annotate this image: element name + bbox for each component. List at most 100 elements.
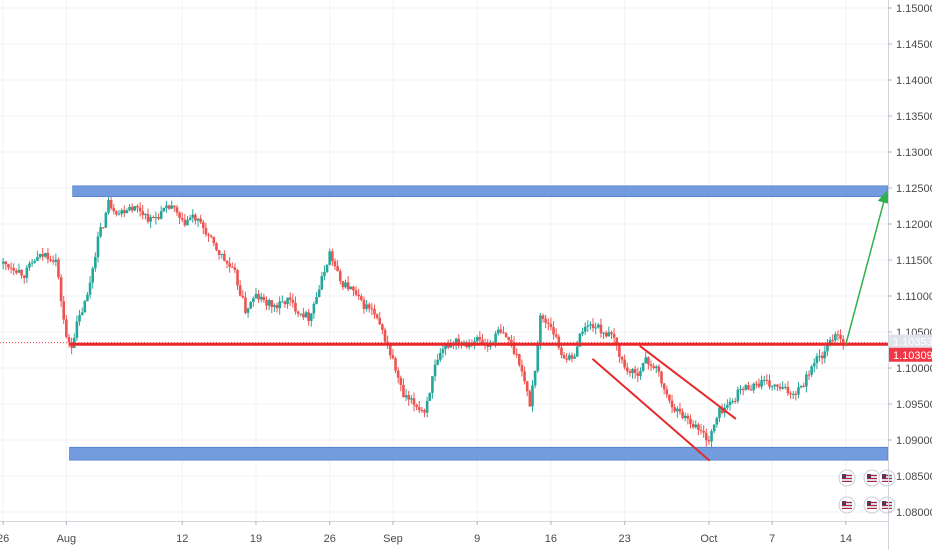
candle-body xyxy=(765,379,769,381)
candle-body xyxy=(283,301,287,305)
candle-body xyxy=(602,332,605,334)
candle-body xyxy=(99,227,102,237)
candle-body xyxy=(162,207,166,212)
event-flag-icon[interactable] xyxy=(838,469,856,487)
candle-body xyxy=(325,264,329,272)
candle-body xyxy=(338,271,342,282)
candle-body xyxy=(778,386,782,389)
drawings xyxy=(0,190,890,462)
time-tick-label: 12 xyxy=(176,533,188,545)
event-flag-icon[interactable] xyxy=(878,496,896,514)
candle-body xyxy=(665,389,669,395)
time-axis[interactable]: 26 Aug 12 19 26 Sep 9 16 23 Oct 7 14 xyxy=(0,521,852,545)
candle-body xyxy=(773,384,777,387)
candle-body xyxy=(433,364,437,377)
candle-body xyxy=(341,281,345,288)
candle-body xyxy=(415,404,418,408)
candle-body xyxy=(159,211,163,219)
candle-body xyxy=(107,200,110,213)
candle-body xyxy=(612,333,616,338)
candle-body xyxy=(183,219,187,226)
event-flag-icon[interactable] xyxy=(863,469,881,487)
candle-body xyxy=(820,355,824,359)
candle-body xyxy=(523,371,526,382)
candle-body xyxy=(1,261,5,264)
candle-body xyxy=(568,355,571,360)
price-tick-label: 1.12000 xyxy=(896,219,932,231)
candle-body xyxy=(365,304,368,309)
candle-body xyxy=(4,261,8,265)
time-tick-label: 14 xyxy=(840,533,852,545)
candle-body xyxy=(367,304,371,309)
zones xyxy=(69,185,889,461)
candle-body xyxy=(220,253,224,255)
candle-body xyxy=(697,424,700,430)
candle-body xyxy=(599,324,603,334)
event-flag-stripe xyxy=(867,478,877,479)
candle-body xyxy=(236,270,239,286)
candle-body xyxy=(165,205,168,208)
candle-body xyxy=(388,345,392,356)
event-flag-icon[interactable] xyxy=(863,496,881,514)
candle-body xyxy=(375,314,379,318)
candle-body xyxy=(25,267,29,278)
candle-body xyxy=(704,432,708,441)
event-flag-icon[interactable] xyxy=(878,469,896,487)
candle-body xyxy=(670,400,674,408)
candle-body xyxy=(46,252,50,260)
candle-body xyxy=(230,266,234,268)
candle-body xyxy=(781,387,784,389)
candle-body xyxy=(299,313,303,315)
candle-body xyxy=(707,440,711,442)
event-flag-stripe xyxy=(882,481,892,482)
candle-body xyxy=(262,296,266,301)
candle-body xyxy=(141,211,145,216)
price-tick-label: 1.08000 xyxy=(896,507,932,519)
candle-body xyxy=(633,369,637,374)
candle-body xyxy=(133,206,137,211)
candle-body xyxy=(583,326,587,332)
candle-body xyxy=(623,359,626,368)
candle-body xyxy=(67,337,71,343)
price-tick-label: 1.08500 xyxy=(896,471,932,483)
candle-body xyxy=(43,252,47,257)
event-flag-stripe xyxy=(842,478,852,479)
candle-body xyxy=(154,216,158,219)
event-flag-stripe xyxy=(882,502,892,503)
candle-body xyxy=(518,354,521,366)
event-flag-stripe xyxy=(882,475,892,476)
candle-body xyxy=(618,345,621,357)
candle-body xyxy=(202,222,205,229)
candle-body xyxy=(649,364,653,367)
candle-body xyxy=(760,380,763,387)
candle-body xyxy=(770,386,774,388)
candle-body xyxy=(836,334,840,336)
time-tick-label: 23 xyxy=(619,533,631,545)
candle-body xyxy=(15,270,18,273)
event-icons[interactable] xyxy=(838,469,896,514)
candle-body xyxy=(678,408,682,412)
candle-body xyxy=(652,366,655,369)
candle-body xyxy=(676,408,679,412)
candle-body xyxy=(241,295,245,298)
candle-body xyxy=(818,355,821,357)
candle-body xyxy=(454,338,458,345)
event-flag-stripe xyxy=(882,478,892,479)
candle-body xyxy=(36,257,39,261)
candle-body xyxy=(783,386,787,388)
candle-body xyxy=(323,271,326,277)
candle-body xyxy=(499,329,503,333)
price-axis[interactable]: 1.15000 1.14500 1.14000 1.13500 1.13000 1.125… xyxy=(888,3,932,519)
candle-body xyxy=(62,301,66,320)
candle-body xyxy=(699,429,703,431)
event-flag-icon[interactable] xyxy=(838,496,856,514)
candle-body xyxy=(423,410,426,413)
candle-body xyxy=(420,410,424,412)
candle-body xyxy=(399,377,403,385)
candle-body xyxy=(22,275,26,278)
candle-body xyxy=(791,393,795,395)
candle-body xyxy=(138,207,142,212)
candle-body xyxy=(30,262,34,264)
candle-body xyxy=(281,301,284,303)
